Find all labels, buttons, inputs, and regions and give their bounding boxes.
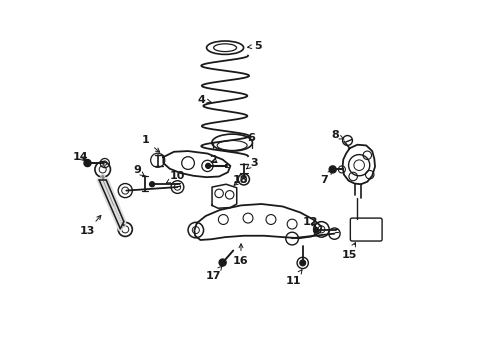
Circle shape	[149, 182, 154, 187]
Text: 14: 14	[73, 152, 88, 162]
Text: 15: 15	[341, 243, 356, 260]
Circle shape	[205, 163, 210, 168]
Text: 12: 12	[303, 217, 318, 227]
Text: 1: 1	[142, 135, 160, 152]
Text: 8: 8	[330, 130, 343, 140]
Circle shape	[328, 166, 336, 173]
Text: 18: 18	[232, 175, 247, 185]
Circle shape	[84, 159, 91, 167]
Circle shape	[219, 259, 225, 266]
Text: 9: 9	[133, 165, 144, 176]
Circle shape	[313, 228, 318, 233]
Text: 2: 2	[209, 154, 217, 165]
Text: 7: 7	[319, 170, 331, 185]
Text: 16: 16	[233, 244, 248, 266]
Text: 10: 10	[166, 171, 185, 183]
Circle shape	[299, 260, 305, 266]
Text: 5: 5	[247, 41, 261, 51]
Text: 17: 17	[205, 266, 222, 281]
Text: 6: 6	[247, 133, 255, 143]
Text: 4: 4	[197, 95, 211, 104]
Text: 3: 3	[246, 158, 257, 169]
Text: 13: 13	[80, 215, 101, 236]
Text: 11: 11	[285, 270, 302, 285]
